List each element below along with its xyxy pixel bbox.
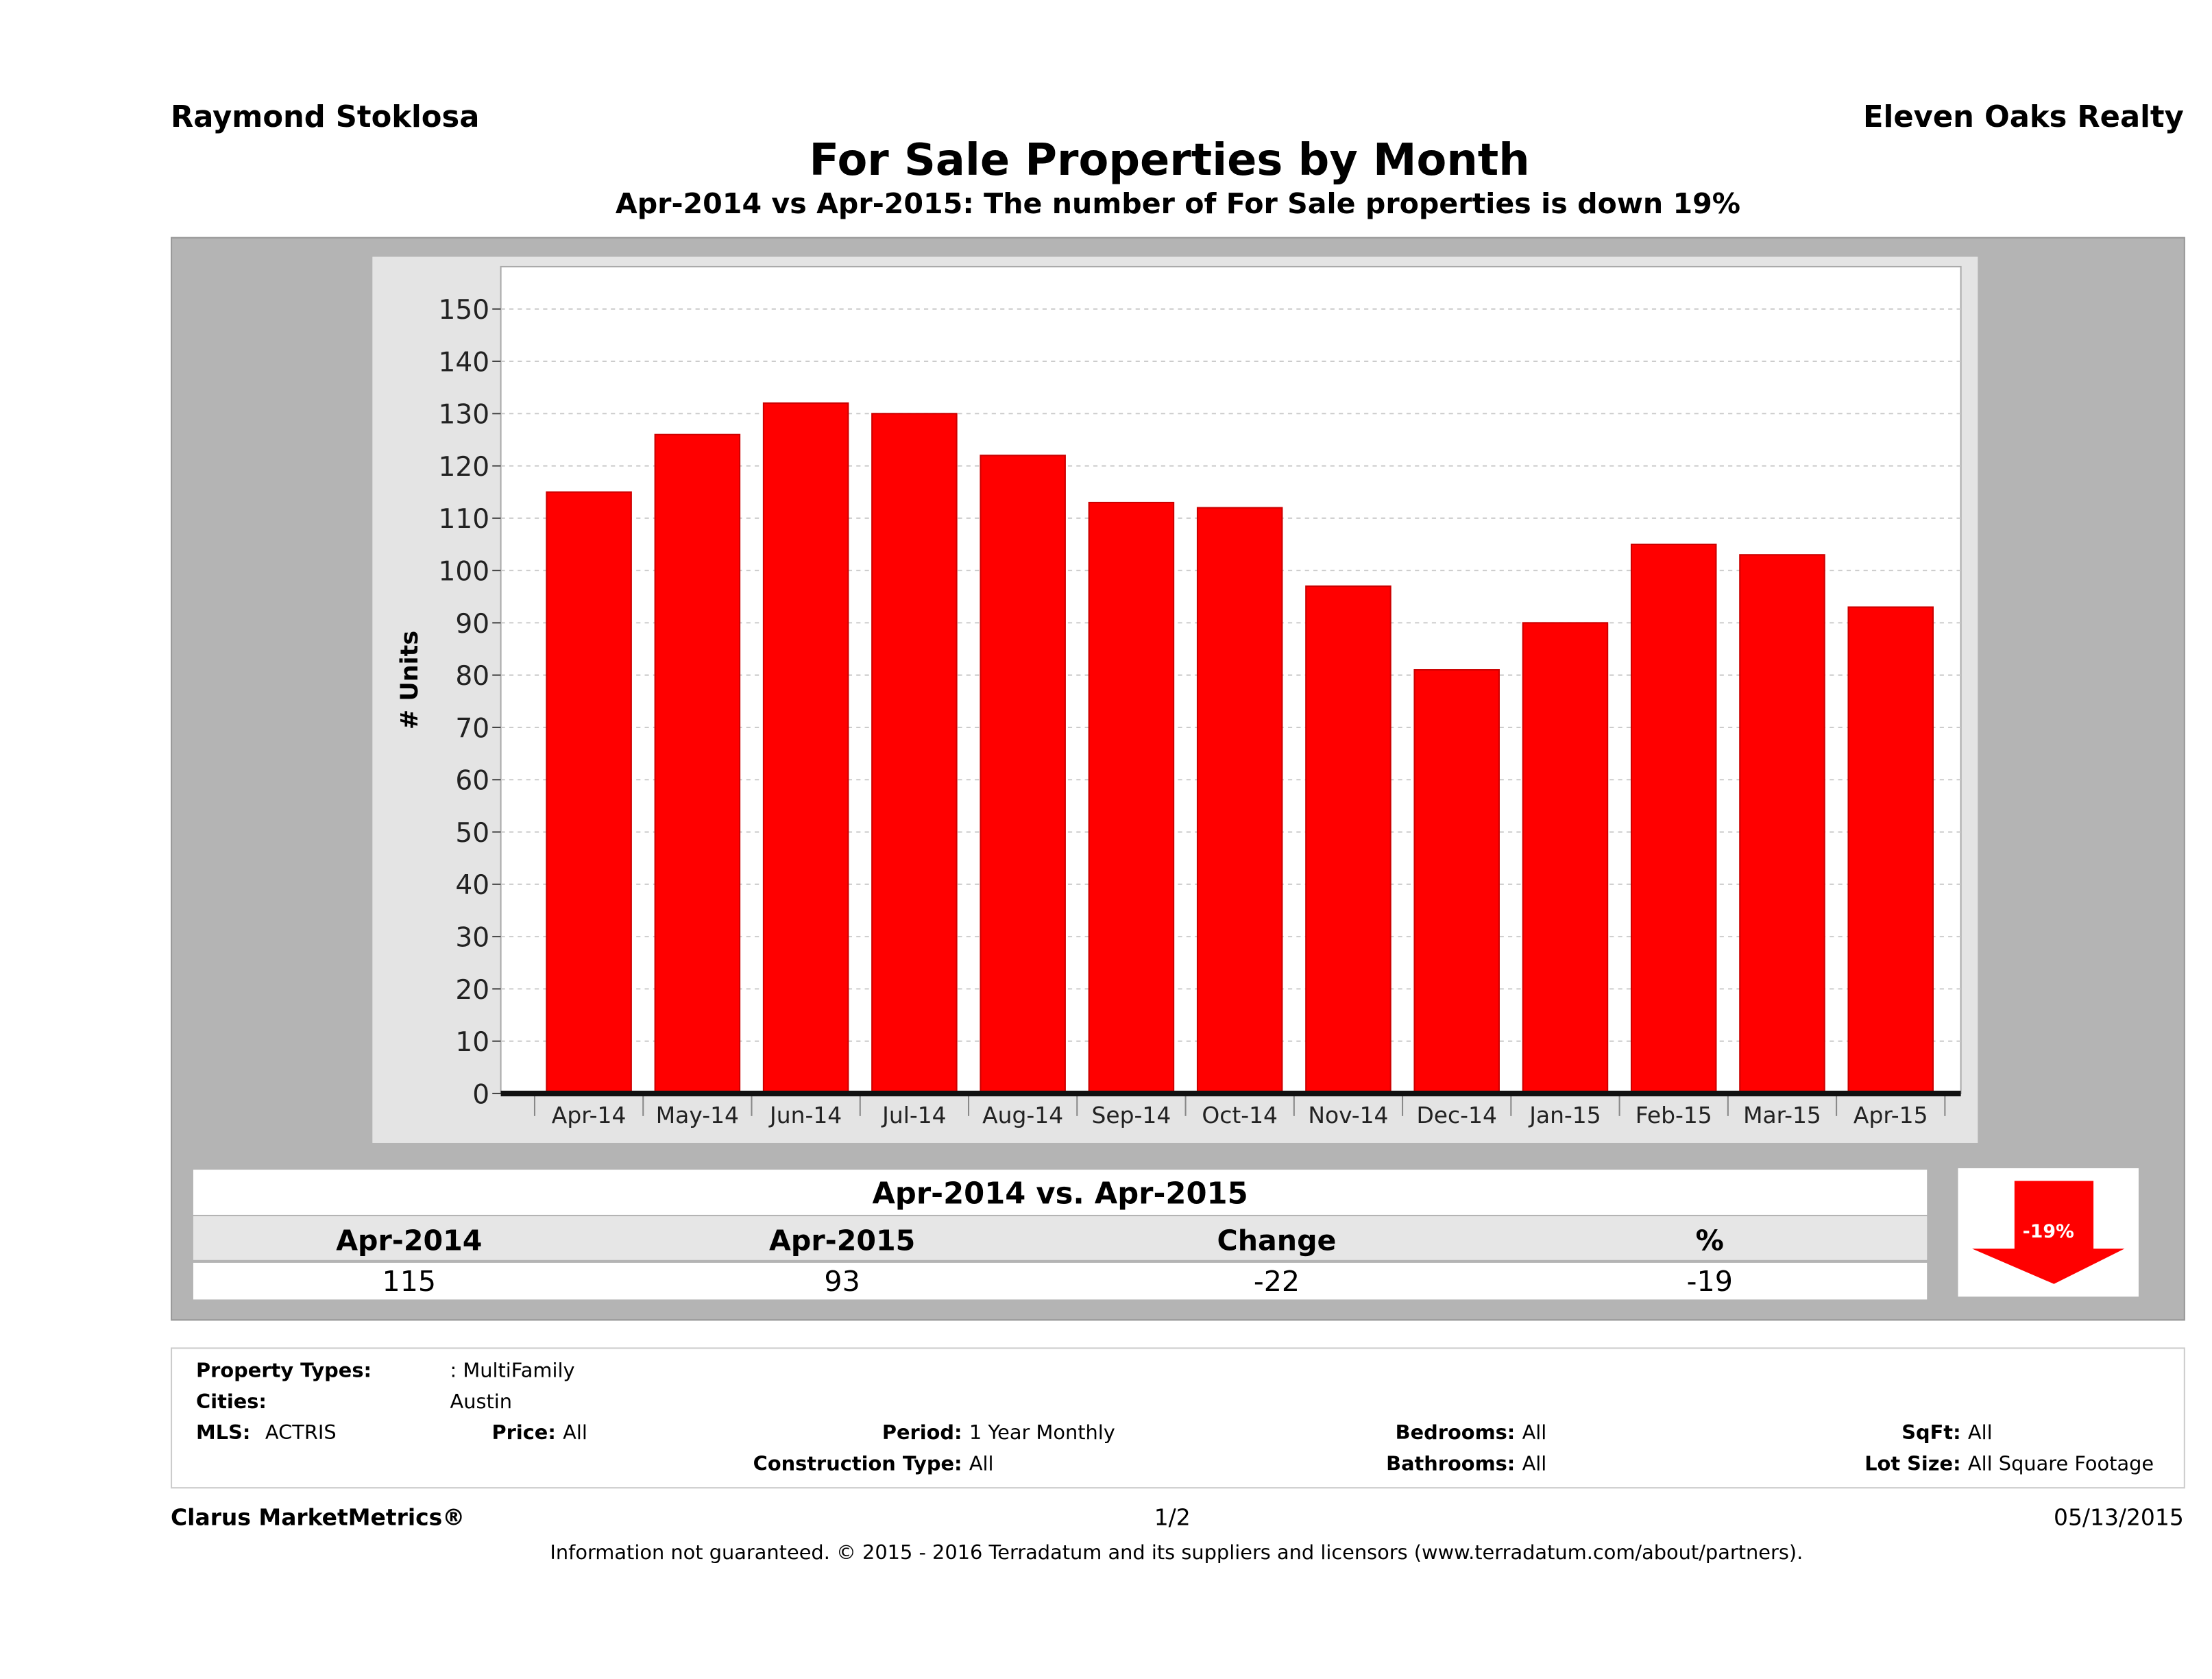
brand-name: Clarus MarketMetrics®: [171, 1503, 465, 1531]
bar-oct-14: [1196, 507, 1283, 1094]
mls-label: MLS:: [196, 1422, 251, 1445]
y-tick-label: 50: [455, 818, 489, 849]
value-change: -22: [1253, 1264, 1300, 1298]
disclaimer: Information not guaranteed. © 2015 - 201…: [550, 1542, 1803, 1565]
summary-value-row: 115 93 -22 -19: [193, 1262, 1928, 1300]
header-change: Change: [1217, 1223, 1337, 1257]
y-tick-label: 110: [439, 504, 490, 535]
bar-aug-14: [980, 455, 1066, 1094]
construction-value: All: [969, 1453, 994, 1476]
bar-jan-15: [1522, 622, 1609, 1094]
chart-title: For Sale Properties by Month: [809, 135, 1530, 186]
mls-value: ACTRIS: [265, 1422, 337, 1445]
x-tick-label: Apr-14: [552, 1102, 627, 1128]
price-value: All: [563, 1422, 587, 1445]
y-tick-label: 100: [439, 557, 490, 588]
construction-label: Construction Type:: [753, 1453, 962, 1476]
bar-jul-14: [871, 413, 958, 1094]
bar-jun-14: [762, 402, 849, 1094]
x-tick-label: Feb-15: [1636, 1102, 1712, 1128]
y-tick-label: 70: [455, 713, 489, 744]
header-apr-2015: Apr-2015: [768, 1223, 916, 1257]
bar-sep-14: [1088, 501, 1175, 1094]
summary-header-row: Apr-2014 Apr-2015 Change %: [193, 1216, 1928, 1260]
x-tick-label: Sep-14: [1092, 1102, 1171, 1128]
sqft-value: All: [1967, 1422, 1993, 1445]
bar-apr-15: [1847, 606, 1934, 1094]
y-tick-label: 140: [439, 347, 490, 378]
y-tick-label: 120: [439, 452, 490, 483]
x-tick-label: Nov-14: [1308, 1102, 1388, 1128]
y-tick-label: 10: [455, 1027, 489, 1058]
x-tick-label: Aug-14: [982, 1102, 1063, 1128]
cities-value: Austin: [450, 1391, 513, 1414]
summary-title-row: Apr-2014 vs. Apr-2015: [193, 1170, 1928, 1215]
y-axis-label: # Units: [396, 631, 424, 729]
y-tick-label: 90: [455, 609, 489, 640]
bar-chart: 0 10 20 30 40 50 60 70 80 90 100 110 120 130 140 150 # U…: [396, 265, 1962, 1128]
period-value: 1 Year Monthly: [969, 1422, 1115, 1445]
x-tick-label: Oct-14: [1202, 1102, 1278, 1128]
bar-may-14: [654, 433, 741, 1094]
brokerage-name: Eleven Oaks Realty: [1863, 100, 2184, 134]
filter-criteria: Property Types: : MultiFamily Cities: Au…: [171, 1347, 2185, 1489]
bedrooms-label: Bedrooms:: [1395, 1422, 1516, 1445]
bathrooms-label: Bathrooms:: [1386, 1453, 1516, 1476]
x-tick-label: Jun-14: [768, 1102, 842, 1128]
agent-name: Raymond Stoklosa: [171, 100, 480, 134]
lot-size-value: All Square Footage: [1967, 1453, 2154, 1476]
header-percent: %: [1695, 1223, 1724, 1257]
value-apr-2015: 93: [824, 1264, 860, 1298]
y-tick-label: 30: [455, 923, 489, 954]
bar-nov-14: [1305, 585, 1391, 1094]
bar-apr-14: [546, 491, 632, 1094]
y-tick-label: 80: [455, 661, 489, 692]
y-tick-label: 0: [472, 1079, 489, 1110]
chart-subtitle: Apr-2014 vs Apr-2015: The number of For …: [615, 186, 1740, 221]
x-tick-label: Jul-14: [881, 1102, 946, 1128]
value-apr-2014: 115: [382, 1264, 437, 1298]
bathrooms-value: All: [1522, 1453, 1547, 1476]
down-arrow-icon: [1972, 1181, 2125, 1284]
period-label: Period:: [882, 1422, 962, 1445]
cities-label: Cities:: [196, 1391, 267, 1414]
y-tick-label: 150: [439, 295, 490, 326]
bedrooms-value: All: [1522, 1422, 1547, 1445]
property-types-label: Property Types:: [196, 1360, 372, 1383]
property-types-value: : MultiFamily: [450, 1360, 575, 1383]
trend-badge: -19%: [1958, 1168, 2139, 1297]
y-tick-label: 60: [455, 766, 489, 797]
report-date: 05/13/2015: [2053, 1503, 2184, 1531]
x-tick-label: May-14: [656, 1102, 739, 1128]
x-tick-label: Dec-14: [1416, 1102, 1496, 1128]
price-label: Price:: [491, 1422, 556, 1445]
x-tick-label: Mar-15: [1743, 1102, 1821, 1128]
bar-mar-15: [1739, 554, 1825, 1094]
page-number: 1/2: [1154, 1503, 1191, 1531]
bar-dec-14: [1413, 669, 1500, 1094]
y-tick-label: 20: [455, 975, 489, 1006]
x-tick-label: Jan-15: [1528, 1102, 1601, 1128]
y-tick-label: 130: [439, 400, 490, 431]
trend-badge-label: -19%: [2022, 1222, 2074, 1244]
value-percent: -19: [1686, 1264, 1733, 1298]
header-apr-2014: Apr-2014: [336, 1223, 483, 1257]
x-tick-label: Apr-15: [1854, 1102, 1928, 1128]
sqft-label: SqFt:: [1901, 1422, 1961, 1445]
summary-title: Apr-2014 vs. Apr-2015: [872, 1176, 1248, 1211]
bar-feb-15: [1630, 543, 1717, 1094]
y-tick-label: 40: [455, 870, 489, 901]
lot-size-label: Lot Size:: [1864, 1453, 1961, 1476]
